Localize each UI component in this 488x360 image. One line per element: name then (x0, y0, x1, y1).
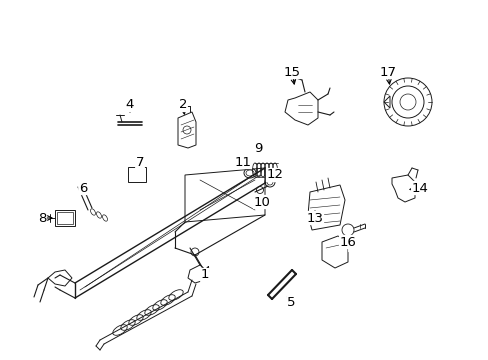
Bar (128, 167, 146, 182)
Text: 15: 15 (283, 66, 300, 78)
Bar (57, 212, 73, 224)
Text: 9: 9 (253, 141, 262, 154)
Text: 5: 5 (286, 296, 295, 309)
Text: 1: 1 (201, 269, 209, 282)
Text: 3: 3 (348, 238, 357, 252)
Text: 16: 16 (339, 235, 356, 248)
Bar (55, 210, 75, 226)
Text: 8: 8 (38, 211, 46, 225)
Text: 10: 10 (253, 195, 270, 208)
Text: 2: 2 (179, 99, 187, 112)
Text: 14: 14 (411, 181, 427, 194)
Text: 13: 13 (306, 211, 323, 225)
Text: 17: 17 (379, 66, 396, 78)
Text: 11: 11 (234, 156, 251, 168)
Text: 6: 6 (79, 181, 87, 194)
Text: 12: 12 (266, 168, 283, 181)
Text: 4: 4 (125, 99, 134, 112)
Text: 7: 7 (136, 156, 144, 168)
